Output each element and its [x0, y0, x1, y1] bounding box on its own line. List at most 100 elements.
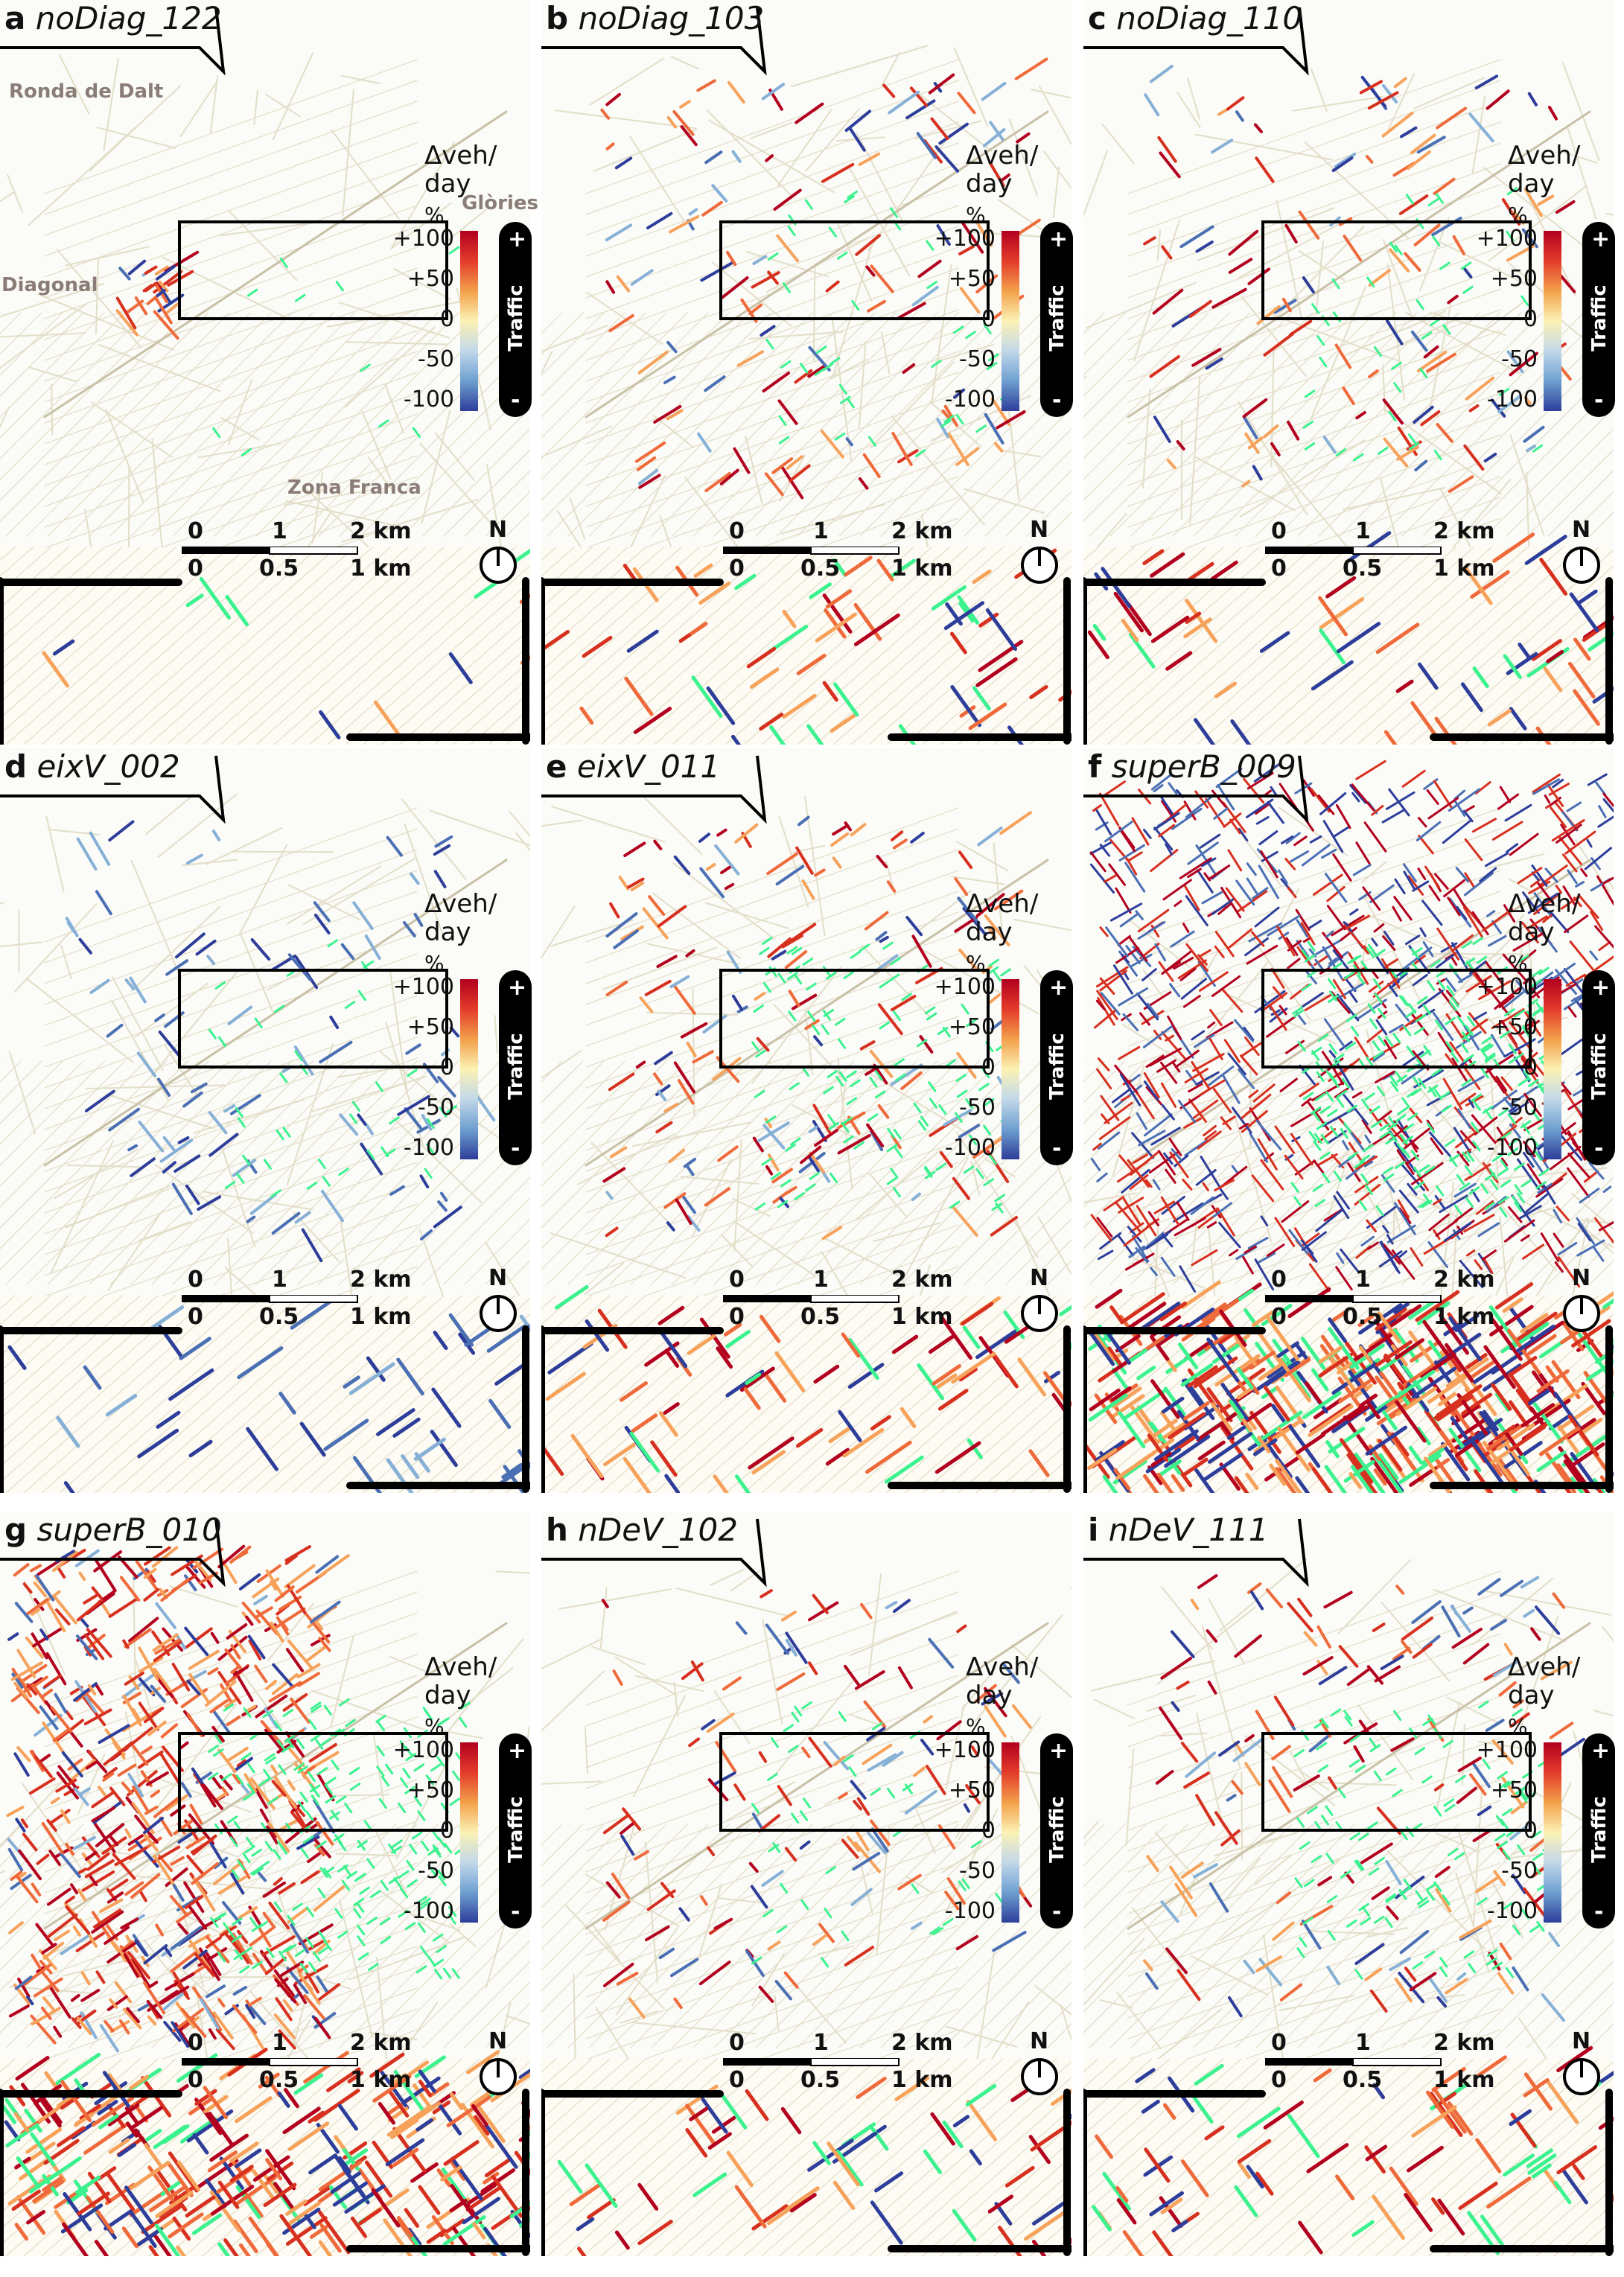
- superblock-segment: [1419, 367, 1428, 379]
- street-network-map: [541, 7, 1071, 745]
- inset-traffic-segment: [664, 1474, 681, 1493]
- superblock-segment: [420, 1897, 431, 1906]
- traffic-change-segment: [1577, 894, 1599, 919]
- road-segment: [272, 52, 313, 141]
- traffic-change-segment: [42, 1721, 65, 1754]
- traffic-change-segment: [1192, 1053, 1225, 1072]
- road-segment: [0, 407, 10, 429]
- traffic-change-segment: [1287, 420, 1300, 441]
- grid-street: [964, 1176, 1071, 1285]
- traffic-change-segment: [31, 1632, 48, 1660]
- traffic-change-segment: [1402, 1051, 1424, 1067]
- road-segment: [65, 246, 150, 267]
- traffic-change-segment: [271, 1211, 301, 1235]
- grid-street: [567, 1060, 792, 1285]
- inset-traffic-segment: [898, 724, 917, 745]
- traffic-change-segment: [10, 1661, 43, 1681]
- traffic-change-segment: [213, 1860, 243, 1885]
- traffic-change-segment: [1308, 920, 1322, 930]
- traffic-change-segment: [1090, 1214, 1112, 1242]
- inset-traffic-segment: [7, 1345, 27, 1370]
- grid-street: [44, 1675, 418, 1810]
- road-segment: [854, 1148, 942, 1222]
- inset-traffic-segment: [1245, 1472, 1259, 1491]
- traffic-change-segment: [232, 1159, 257, 1177]
- traffic-change-segment: [1416, 351, 1448, 372]
- superblock-segment: [917, 1120, 927, 1131]
- superblock-segment: [413, 1796, 422, 1807]
- superblock-segment: [916, 1039, 928, 1048]
- traffic-change-segment: [1165, 843, 1174, 856]
- traffic-change-segment: [602, 1167, 626, 1183]
- traffic-change-segment: [33, 1977, 63, 1998]
- traffic-change-segment: [1465, 1249, 1476, 1257]
- inset-street: [564, 547, 789, 745]
- superblock-segment: [404, 1922, 416, 1931]
- traffic-change-segment: [1247, 1237, 1269, 1249]
- traffic-change-segment: [153, 1667, 172, 1692]
- traffic-change-segment: [1569, 940, 1594, 970]
- inset-traffic-segment: [225, 595, 249, 627]
- inset-traffic-segment: [774, 1351, 806, 1392]
- superblock-segment: [837, 1038, 847, 1049]
- north-arrow: N: [475, 1265, 520, 1337]
- traffic-change-segment: [635, 1060, 646, 1069]
- road-segment: [652, 892, 741, 960]
- traffic-change-segment: [226, 1715, 241, 1727]
- inset-traffic-segment: [1472, 666, 1489, 689]
- traffic-change-segment: [1334, 1087, 1349, 1098]
- inset-street: [743, 1295, 968, 1493]
- grid-street: [1127, 1036, 1501, 1172]
- superblock-segment: [207, 1772, 219, 1780]
- traffic-change-segment: [1223, 1039, 1241, 1063]
- traffic-change-segment: [267, 1821, 290, 1853]
- legend-title-line1: Δveh/: [966, 141, 1039, 171]
- traffic-change-segment: [692, 1050, 714, 1064]
- superblock-segment: [1335, 448, 1347, 457]
- traffic-change-segment: [308, 1940, 325, 1951]
- superblock-segment: [319, 1867, 328, 1878]
- grid-street: [0, 312, 42, 355]
- traffic-change-segment: [31, 1953, 42, 1970]
- traffic-change-segment: [13, 1563, 30, 1577]
- road-segment: [963, 488, 1045, 514]
- traffic-change-segment: [99, 2024, 119, 2053]
- traffic-change-segment: [60, 1934, 89, 1955]
- grid-street: [1083, 312, 1293, 522]
- traffic-change-segment: [1127, 1074, 1141, 1085]
- inset-traffic-segment: [1109, 1305, 1124, 1325]
- traffic-change-segment: [433, 1206, 462, 1229]
- road-segment: [384, 383, 404, 434]
- traffic-change-segment: [35, 1574, 55, 1602]
- inset-traffic-segment: [1165, 1355, 1191, 1375]
- inset-street: [220, 1295, 445, 1493]
- traffic-change-segment: [875, 931, 888, 941]
- inset-traffic-segment: [1107, 1346, 1124, 1368]
- superblock-segment: [264, 1753, 276, 1762]
- superblock-segment: [1531, 978, 1542, 987]
- traffic-change-segment: [1281, 835, 1294, 844]
- grid-street: [464, 1981, 530, 2048]
- inset-traffic-segment: [1338, 1379, 1372, 1404]
- traffic-change-segment: [890, 995, 917, 1012]
- superblock-segment: [375, 1714, 386, 1723]
- traffic-change-segment: [195, 939, 217, 956]
- traffic-change-segment: [1119, 913, 1139, 928]
- superblock-segment: [1302, 420, 1314, 429]
- superblock-segment: [320, 1737, 331, 1746]
- superblock-segment: [1341, 1077, 1350, 1089]
- superblock-segment: [312, 1951, 321, 1962]
- traffic-change-segment: [48, 1850, 62, 1866]
- superblock-segment: [1366, 276, 1375, 287]
- scale-top-label: 0: [729, 1267, 745, 1293]
- traffic-change-segment: [130, 1157, 156, 1177]
- superblock-segment: [1302, 1092, 1314, 1101]
- traffic-change-segment: [1523, 1092, 1542, 1118]
- inset-traffic-segment: [822, 593, 853, 634]
- traffic-pill: + Traffic -: [1040, 222, 1073, 417]
- grid-street: [44, 932, 418, 1068]
- traffic-change-segment: [1318, 1153, 1338, 1166]
- traffic-change-segment: [953, 388, 966, 399]
- superblock-segment: [914, 449, 926, 458]
- traffic-change-segment: [990, 397, 1010, 426]
